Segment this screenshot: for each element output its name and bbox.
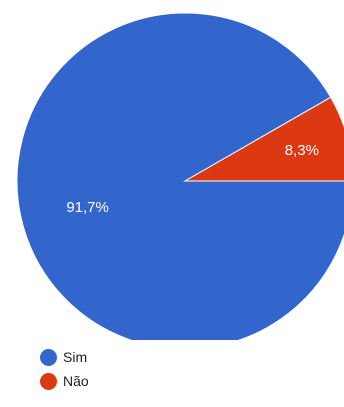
- legend-label-nao: Não: [63, 373, 89, 389]
- pie-slice-nao[interactable]: [183, 96, 344, 182]
- legend-label-sim: Sim: [63, 349, 88, 365]
- pie-chart: 91,7% 8,3%: [16, 12, 344, 340]
- pie-slice-sim[interactable]: [16, 12, 344, 340]
- slice-label-sim: 91,7%: [66, 199, 109, 216]
- legend-swatch-nao: [40, 372, 57, 390]
- legend-item-sim[interactable]: Sim: [40, 345, 89, 369]
- slice-label-nao: 8,3%: [285, 142, 319, 159]
- legend-swatch-sim: [40, 348, 57, 366]
- legend-item-nao[interactable]: Não: [40, 369, 89, 393]
- legend: Sim Não: [40, 345, 89, 393]
